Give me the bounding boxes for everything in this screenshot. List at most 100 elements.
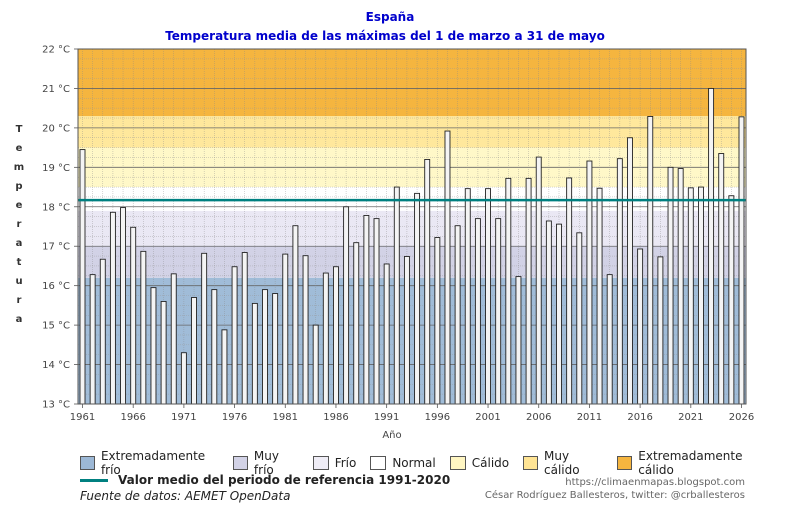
legend-swatch — [523, 456, 538, 470]
bar — [444, 130, 451, 405]
bar — [556, 223, 562, 405]
legend-label: Extremadamente frío — [100, 449, 206, 477]
chart: España Temperatura media de las máximas … — [14, 10, 754, 441]
reference-label: Valor medio del periodo de referencia 19… — [118, 473, 451, 487]
legend-item-extremadamente-frio: Extremadamente frío — [80, 449, 219, 477]
y-axis-label-letter: p — [15, 181, 22, 192]
y-axis-label-letter: r — [17, 219, 22, 230]
legend-item-muy-calido: Muy cálido — [523, 449, 603, 477]
y-axis-label-letter: a — [16, 314, 23, 325]
legend-label: Extremadamente cálido — [638, 449, 743, 477]
bar — [353, 242, 360, 405]
bar — [708, 87, 715, 405]
reference-legend: Valor medio del periodo de referencia 19… — [80, 473, 450, 487]
x-tick-label: 2001 — [475, 412, 500, 423]
legend-swatch — [80, 456, 95, 470]
reference-line-swatch — [80, 478, 108, 482]
x-tick-label: 2021 — [678, 412, 703, 423]
legend-label: Frío — [334, 456, 357, 470]
bar — [403, 256, 410, 405]
x-tick-label: 2011 — [577, 412, 602, 423]
x-tick-label: 1961 — [70, 412, 95, 423]
y-tick-label: 16 °C — [42, 281, 70, 292]
author-credit: César Rodríguez Ballesteros, twitter: @c… — [484, 490, 745, 501]
bar — [211, 289, 218, 405]
x-tick-label: 1971 — [171, 412, 196, 423]
bar — [627, 137, 633, 405]
bar — [576, 232, 583, 405]
chart-subtitle: Temperatura media de las máximas del 1 d… — [165, 29, 605, 43]
band-2 — [78, 210, 746, 247]
legend-item-extremadamente-calido: Extremadamente cálido — [617, 449, 771, 477]
bar — [535, 156, 542, 405]
legend-item-calido: Cálido — [449, 449, 510, 477]
y-tick-label: 15 °C — [42, 321, 70, 332]
bar — [373, 218, 380, 405]
y-tick-label: 19 °C — [42, 163, 70, 174]
y-axis-label-letter: r — [17, 295, 22, 306]
bar — [393, 186, 400, 405]
legend-swatch — [370, 456, 387, 470]
bar — [474, 218, 481, 405]
y-axis-label-letter: m — [14, 162, 24, 173]
x-tick-label: 1986 — [323, 412, 348, 423]
bar — [180, 352, 187, 405]
bar — [718, 153, 725, 405]
bar — [616, 158, 623, 405]
legend-swatch — [233, 456, 248, 470]
bar — [322, 272, 329, 405]
bar — [738, 116, 745, 405]
y-axis-label-letter: a — [16, 238, 23, 249]
bar — [282, 253, 289, 405]
x-tick-label: 1991 — [374, 412, 399, 423]
bar — [99, 258, 106, 405]
bar — [586, 160, 593, 405]
band-0 — [78, 277, 746, 404]
band-1 — [78, 246, 746, 278]
x-tick-label: 1981 — [273, 412, 298, 423]
bar — [221, 329, 228, 405]
bar — [606, 274, 613, 405]
y-tick-label: 13 °C — [42, 400, 70, 411]
bar — [160, 300, 167, 405]
bar — [191, 297, 197, 405]
bar — [495, 218, 502, 405]
bar — [728, 195, 735, 405]
legend-swatch — [449, 456, 466, 470]
x-tick-label: 2026 — [729, 412, 754, 423]
bar — [647, 115, 654, 405]
bar — [343, 206, 350, 405]
bar — [272, 293, 279, 405]
x-tick-label: 1966 — [120, 412, 145, 423]
legend-label: Cálido — [471, 456, 510, 470]
bar — [231, 266, 238, 405]
x-axis-label: Año — [382, 430, 401, 441]
legend-item-frio: Frío — [312, 449, 357, 477]
bar — [383, 263, 390, 405]
band-5 — [78, 116, 746, 148]
bar — [363, 215, 370, 405]
plot-frame — [77, 48, 747, 405]
blog-link[interactable]: https://climaenmapas.blogspot.com — [565, 477, 745, 488]
legend-label: Normal — [392, 456, 436, 470]
bar — [201, 252, 208, 405]
bar — [464, 188, 471, 405]
y-tick-label: 17 °C — [42, 242, 70, 253]
y-axis-label-letter: t — [17, 257, 22, 268]
y-axis-label-letter: e — [16, 200, 23, 211]
y-tick-label: 18 °C — [42, 202, 70, 213]
legend-swatch — [312, 456, 329, 470]
x-axis-ticks: 1961 1966 1971 1976 1981 1986 1991 1996 2001 2006… — [70, 404, 754, 423]
bar — [120, 207, 127, 405]
bar — [414, 192, 421, 405]
legend-swatch — [617, 456, 633, 470]
y-tick-label: 14 °C — [42, 360, 70, 371]
chart-title: España — [366, 10, 415, 24]
bar — [434, 237, 441, 405]
bar — [424, 158, 431, 405]
bar — [566, 177, 573, 405]
legend-label: Muy frío — [253, 449, 279, 477]
bar — [140, 250, 147, 405]
x-tick-label: 1996 — [425, 412, 450, 423]
bar — [687, 187, 694, 405]
